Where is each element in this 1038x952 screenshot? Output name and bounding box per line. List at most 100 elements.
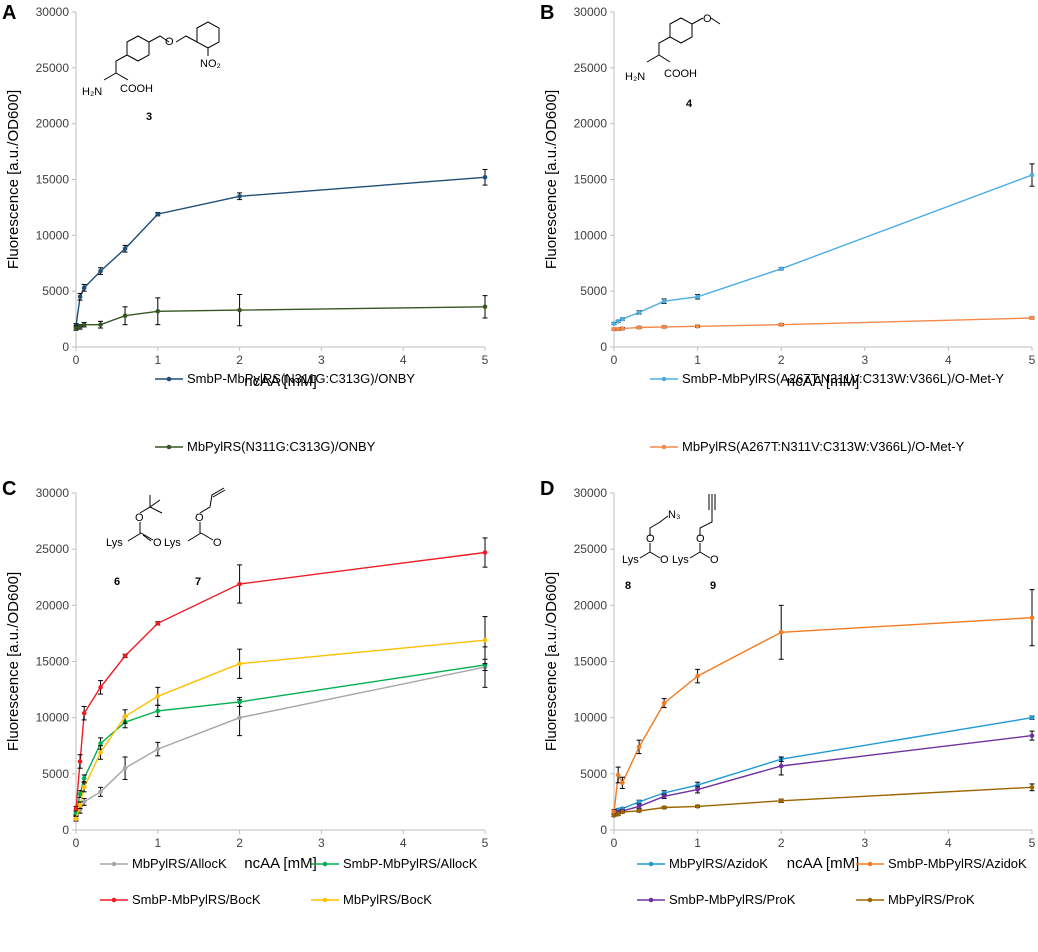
- data-point-d-2: [1029, 733, 1035, 738]
- series-line-d-2: [613, 734, 1033, 816]
- y-tick-label-a: 5000: [42, 284, 69, 298]
- data-point-d-1: [695, 673, 700, 679]
- data-point-c-1: [77, 791, 83, 797]
- data-point-d-3: [620, 809, 625, 815]
- data-point-d-1: [636, 744, 642, 750]
- y-tick-label-a: 15000: [36, 173, 70, 187]
- structure-compound-7: O O Lys 7: [164, 487, 226, 588]
- data-point-c-2: [155, 621, 161, 626]
- legend-label-a-1: MbPylRS(N311G:C313G)/ONBY: [187, 439, 376, 454]
- y-tick-label-b: 25000: [574, 61, 608, 75]
- series-line-d-3: [613, 786, 1033, 817]
- chem-atom-o-c1: O: [135, 512, 144, 524]
- y-tick-label-b: 15000: [574, 173, 608, 187]
- data-point-d-1: [620, 780, 625, 786]
- data-point-a-0: [98, 268, 103, 274]
- structure-compound-6: O O Lys 6: [106, 495, 163, 588]
- chem-lys-6: Lys: [106, 537, 123, 549]
- chem-acid-b: COOH: [664, 68, 697, 80]
- data-point-d-0: [636, 799, 642, 805]
- data-point-d-2: [661, 794, 667, 799]
- data-point-c-1: [98, 741, 103, 746]
- x-tick-label-b: 4: [945, 353, 952, 367]
- data-point-b-1: [661, 324, 667, 330]
- x-axis-title-b: ncAA [mM]: [787, 373, 860, 390]
- chem-atom-o-c3: O: [195, 512, 204, 524]
- legend-swatch-marker-c-0: [111, 861, 117, 867]
- data-point-b-1: [695, 324, 700, 329]
- y-tick-label-d: 30000: [574, 486, 608, 500]
- compound-number-7: 7: [195, 576, 201, 588]
- data-point-a-1: [73, 325, 79, 331]
- series-line-a-1: [75, 306, 486, 329]
- compound-number-4: 4: [686, 98, 693, 110]
- chem-acid-a: COOH: [120, 83, 153, 95]
- y-tick-label-c: 20000: [36, 598, 70, 612]
- legend-swatch-marker-c-1: [322, 861, 328, 867]
- y-axis-title-d: Fluorescence [a.u./OD600]: [543, 572, 560, 751]
- data-point-d-1: [1029, 615, 1035, 620]
- structure-compound-4: O H₂N COOH 4: [625, 13, 721, 110]
- y-axis-title-a: Fluorescence [a.u./OD600]: [5, 90, 22, 269]
- data-point-a-0: [122, 246, 128, 252]
- data-point-b-1: [615, 326, 621, 332]
- chem-amine-a: H₂N: [82, 86, 102, 98]
- data-point-c-3: [98, 750, 103, 755]
- data-point-c-2: [122, 653, 128, 659]
- chem-lys-8: Lys: [622, 554, 639, 566]
- data-point-b-0: [615, 319, 621, 324]
- structure-compound-8: O O N₃ Lys 8: [622, 509, 680, 592]
- data-point-a-0: [77, 294, 83, 300]
- x-tick-label-c: 4: [400, 836, 407, 850]
- y-tick-label-b: 10000: [574, 228, 608, 242]
- x-tick-label-d: 3: [861, 836, 868, 850]
- data-point-d-3: [695, 804, 700, 809]
- legend-label-b-1: MbPylRS(A267T:N311V:C313W:V366L)/O-Met-Y: [682, 439, 965, 454]
- legend-swatch-marker-b-1: [661, 444, 667, 450]
- compound-number-9: 9: [710, 580, 716, 592]
- data-point-d-3: [615, 811, 621, 817]
- data-point-c-0: [237, 715, 242, 720]
- data-point-c-2: [482, 550, 488, 555]
- panel-label-c: C: [2, 478, 16, 500]
- chem-amine-b: H₂N: [625, 71, 645, 83]
- structure-compound-3: O H₂N COOH NO₂ 3: [82, 21, 221, 123]
- y-tick-label-c: 10000: [36, 711, 70, 725]
- x-tick-label-c: 0: [73, 836, 80, 850]
- chem-atom-o-d1: O: [646, 533, 655, 545]
- x-tick-label-c: 2: [236, 836, 243, 850]
- data-point-b-1: [778, 322, 784, 327]
- data-point-b-0: [695, 294, 700, 300]
- data-point-a-1: [81, 322, 87, 327]
- data-point-a-0: [237, 193, 242, 199]
- data-point-c-3: [81, 785, 87, 790]
- y-axis-title-c: Fluorescence [a.u./OD600]: [5, 572, 22, 751]
- x-tick-label-a: 5: [482, 353, 489, 367]
- data-point-d-3: [636, 808, 642, 814]
- y-tick-label-d: 0: [600, 823, 607, 837]
- x-axis-title-d: ncAA [mM]: [787, 855, 860, 872]
- data-point-c-3: [77, 802, 83, 808]
- y-tick-label-b: 30000: [574, 5, 608, 19]
- data-point-d-3: [611, 813, 617, 818]
- legend-label-c-2: SmbP-MbPylRS/BocK: [132, 892, 261, 907]
- chem-atom-o-d3: O: [696, 533, 705, 545]
- data-point-c-0: [155, 746, 161, 752]
- x-tick-label-a: 0: [73, 353, 80, 367]
- y-tick-label-c: 15000: [36, 655, 70, 669]
- compound-number-8: 8: [625, 580, 631, 592]
- series-line-c-0: [75, 666, 486, 817]
- series-line-b-1: [614, 317, 1033, 330]
- compound-number-6: 6: [114, 576, 120, 588]
- y-tick-label-c: 0: [62, 823, 69, 837]
- x-tick-label-a: 1: [154, 353, 161, 367]
- data-point-a-0: [155, 211, 161, 217]
- legend-label-d-1: SmbP-MbPylRS/AzidoK: [888, 856, 1027, 871]
- y-tick-label-c: 25000: [36, 542, 70, 556]
- y-tick-label-d: 5000: [580, 767, 607, 781]
- data-point-c-3: [73, 816, 79, 822]
- panel-label-a: A: [2, 2, 16, 24]
- data-point-c-2: [81, 710, 87, 716]
- y-axis-title-b: Fluorescence [a.u./OD600]: [543, 90, 560, 269]
- legend-label-b-0: SmbP-MbPylRS(A267T:N311V:C313W:V366L)/O-…: [682, 371, 1004, 386]
